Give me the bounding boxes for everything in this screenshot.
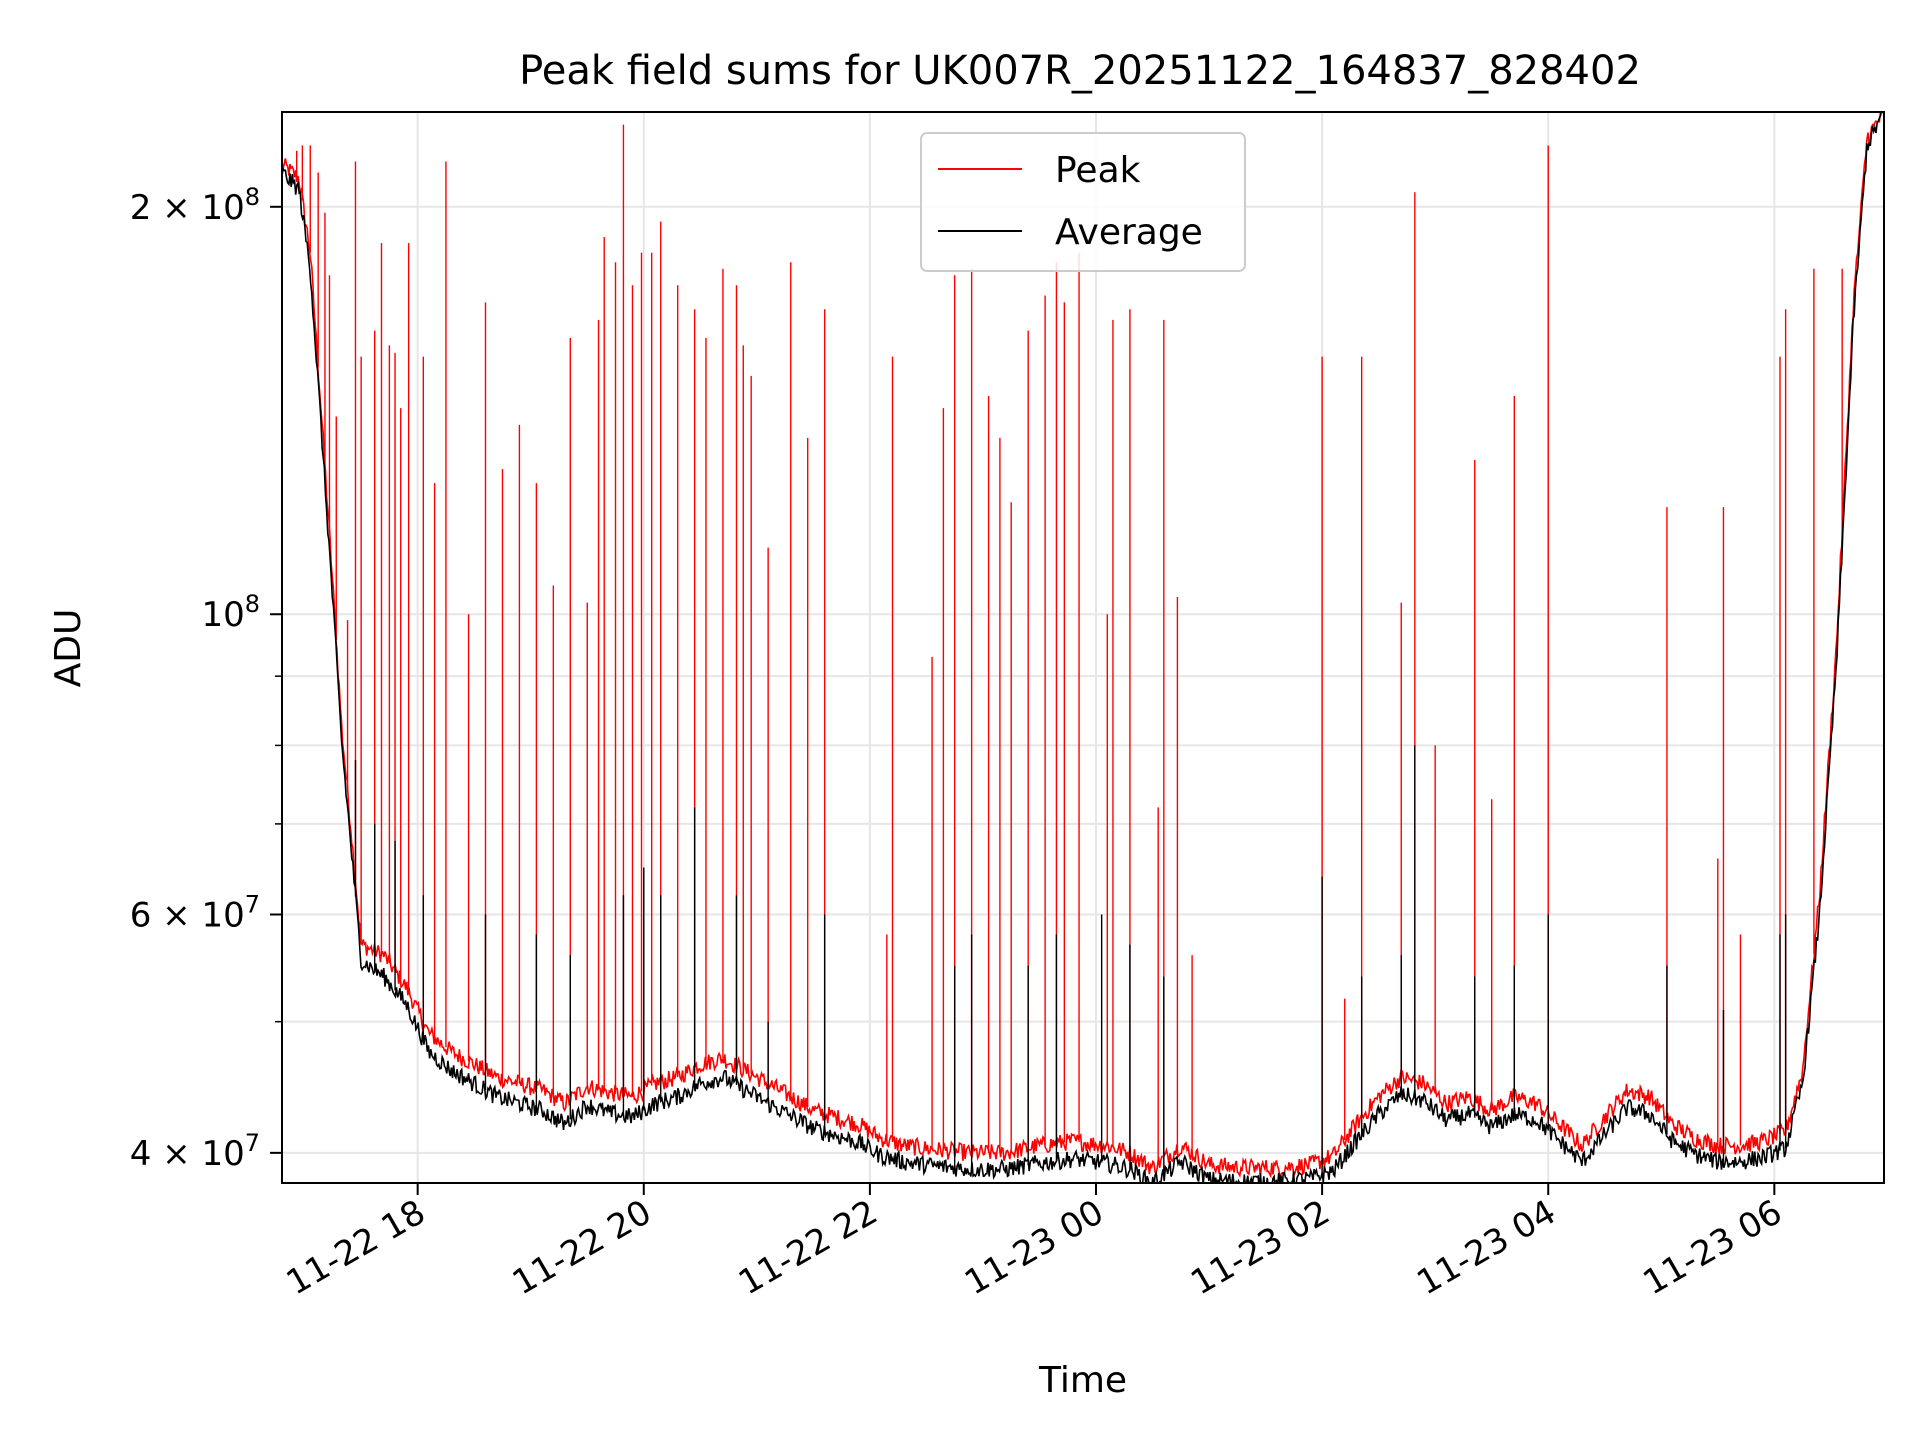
average-line xyxy=(282,112,1884,1183)
chart-title: Peak field sums for UK007R_20251122_1648… xyxy=(519,48,1641,94)
y-tick-label-base: 10 xyxy=(201,595,244,635)
y-tick-label-exponent: 7 xyxy=(245,891,260,919)
y-tick-label-exponent: 8 xyxy=(245,590,260,618)
plot-frame xyxy=(281,111,1885,1184)
series-peak xyxy=(282,112,1882,1179)
y-tick-label: 108 xyxy=(201,590,260,635)
y-tick-label-base: 4 × 10 xyxy=(130,1134,245,1174)
legend: Peak Average xyxy=(920,132,1246,272)
x-axis-label: Time xyxy=(1038,1360,1127,1401)
y-axis-label: ADU xyxy=(48,609,89,688)
plot-series xyxy=(282,112,1884,1183)
y-tick-label-exponent: 8 xyxy=(245,183,260,211)
y-tick-label: 2 × 108 xyxy=(130,183,260,228)
y-tick-label: 4 × 107 xyxy=(130,1129,260,1174)
y-tick-label: 6 × 107 xyxy=(130,891,260,936)
y-tick-label-base: 6 × 10 xyxy=(130,896,245,936)
series-average xyxy=(282,112,1884,1183)
y-tick-label-base: 2 × 10 xyxy=(130,188,245,228)
legend-label-average: Average xyxy=(1055,212,1203,253)
legend-label-peak: Peak xyxy=(1055,150,1141,191)
legend-box xyxy=(920,132,1246,272)
peak-line xyxy=(282,112,1882,1179)
y-tick-label-exponent: 7 xyxy=(245,1129,260,1157)
